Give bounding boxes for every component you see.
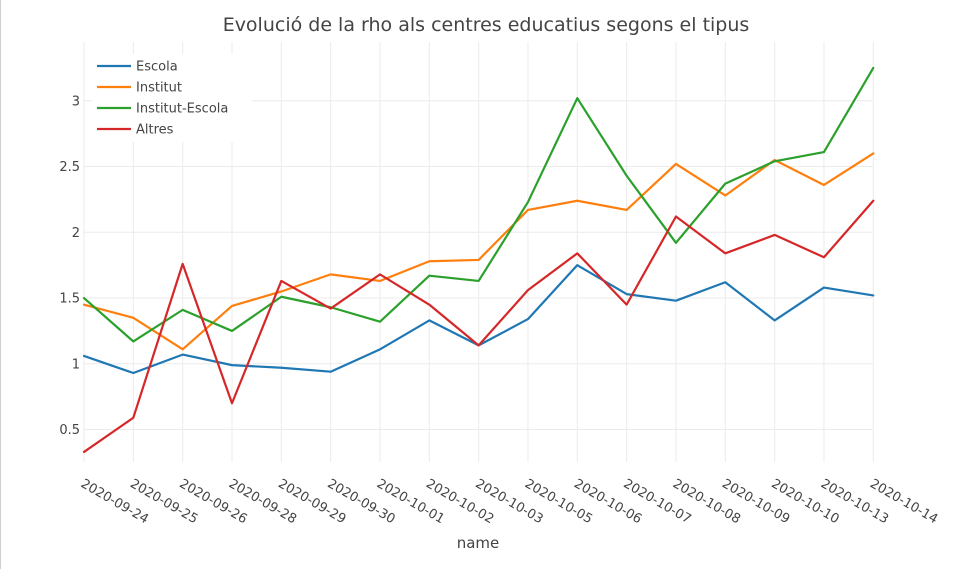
series-lines (82, 66, 875, 454)
series-line-altres[interactable] (82, 199, 875, 454)
y-axis-ticks: 0.5 1 1.5 2 2.5 3 (59, 94, 80, 438)
chart-title: Evolució de la rho als centres educatius… (223, 14, 750, 36)
x-axis-label: name (457, 534, 500, 552)
y-tick-label: 2 (72, 226, 80, 241)
left-border (0, 0, 1, 569)
legend-label[interactable]: Escola (136, 60, 178, 75)
series-line-institut[interactable] (82, 152, 875, 351)
y-tick-label: 0.5 (59, 423, 80, 438)
x-axis-ticks: 2020-09-242020-09-252020-09-262020-09-28… (78, 476, 940, 527)
y-tick-label: 1.5 (59, 292, 80, 307)
y-tick-label: 1 (72, 357, 80, 372)
legend-label[interactable]: Institut-Escola (136, 102, 228, 117)
legend-label[interactable]: Institut (136, 81, 182, 96)
legend[interactable]: Escola Institut Institut-Escola Altres (92, 54, 252, 142)
y-tick-label: 2.5 (59, 160, 80, 175)
legend-label[interactable]: Altres (136, 123, 174, 138)
y-tick-label: 3 (72, 94, 80, 109)
legend-background (92, 54, 252, 142)
series-line-institut-escola[interactable] (82, 66, 875, 343)
